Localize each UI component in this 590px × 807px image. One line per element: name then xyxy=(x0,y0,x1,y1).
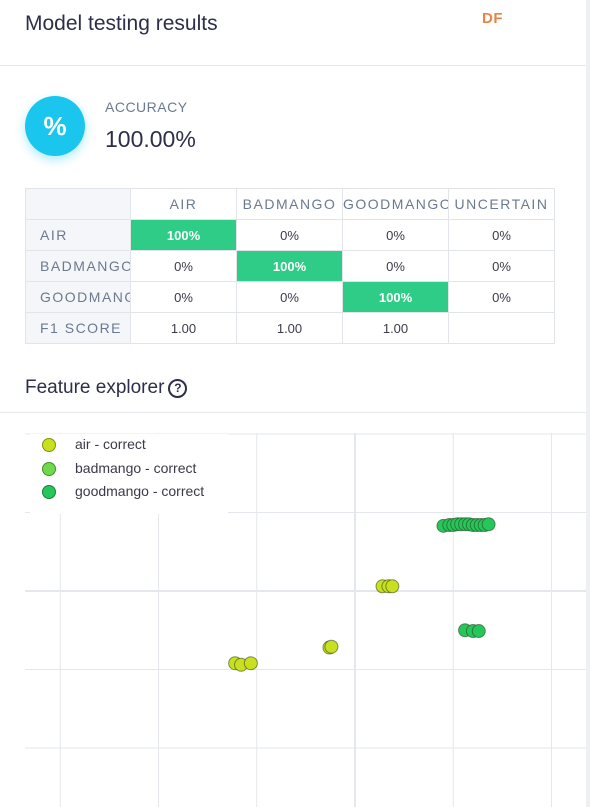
legend-dot xyxy=(42,461,56,476)
column-header: AIR xyxy=(130,188,237,220)
feature-explorer-plot[interactable] xyxy=(0,413,586,807)
legend-dot xyxy=(42,485,56,499)
confusion-matrix: AIR BADMANGO GOODMANGO UNCERTAIN AIR 100… xyxy=(25,188,555,344)
divider xyxy=(0,412,586,413)
table-row: BADMANGO 0% 100% 0% 0% xyxy=(25,250,555,282)
matrix-cell: 0% xyxy=(342,219,449,251)
scrollbar[interactable] xyxy=(586,0,590,807)
accuracy-value: 100.00% xyxy=(105,126,196,152)
matrix-cell: 0% xyxy=(236,281,343,313)
column-header: BADMANGO xyxy=(236,188,343,220)
matrix-cell: 100% xyxy=(130,219,237,251)
legend-item[interactable]: badmango - correct xyxy=(30,458,228,482)
percent-glyph: % xyxy=(43,111,67,141)
row-header: GOODMANGO xyxy=(25,281,131,313)
matrix-cell: 0% xyxy=(130,281,237,313)
matrix-cell: 0% xyxy=(342,250,449,282)
legend-label: badmango - correct xyxy=(75,459,197,476)
scatter-point[interactable] xyxy=(481,517,496,532)
table-row: GOODMANGO 0% 0% 100% 0% xyxy=(25,281,555,313)
column-header: UNCERTAIN xyxy=(448,188,555,220)
matrix-cell: 100% xyxy=(236,250,343,282)
row-header: F1 SCORE xyxy=(25,312,131,344)
legend-item[interactable]: goodmango - correct xyxy=(30,481,228,505)
scatter-point[interactable] xyxy=(324,639,339,654)
matrix-cell: 0% xyxy=(448,250,555,282)
matrix-corner-cell xyxy=(25,188,131,220)
matrix-cell xyxy=(448,312,555,344)
scatter-point[interactable] xyxy=(243,656,258,671)
table-row: F1 SCORE 1.00 1.00 1.00 xyxy=(25,312,555,344)
legend-label: goodmango - correct xyxy=(75,483,205,499)
matrix-cell: 1.00 xyxy=(130,312,237,344)
accuracy-label: ACCURACY xyxy=(105,99,188,115)
page-title: Model testing results xyxy=(25,12,218,35)
page-header: Model testing results DF xyxy=(0,0,586,66)
matrix-cell: 1.00 xyxy=(342,312,449,344)
feature-explorer-title-text: Feature explorer xyxy=(25,377,165,398)
plot-legend: air - correct badmango - correct goodman… xyxy=(30,434,228,514)
column-header: GOODMANGO xyxy=(342,188,449,220)
matrix-cell: 100% xyxy=(342,281,449,313)
df-badge[interactable]: DF xyxy=(482,10,503,27)
row-header: BADMANGO xyxy=(25,250,131,282)
matrix-cell: 0% xyxy=(236,219,343,251)
matrix-cell: 1.00 xyxy=(236,312,343,344)
table-row: AIR 100% 0% 0% 0% xyxy=(25,219,555,251)
row-header: AIR xyxy=(25,219,131,251)
legend-dot xyxy=(42,438,56,452)
legend-label: air - correct xyxy=(75,436,146,452)
legend-item[interactable]: air - correct xyxy=(30,434,228,458)
confusion-matrix-header-row: AIR BADMANGO GOODMANGO UNCERTAIN xyxy=(25,188,555,220)
matrix-cell: 0% xyxy=(448,281,555,313)
matrix-cell: 0% xyxy=(130,250,237,282)
scatter-point[interactable] xyxy=(471,624,486,639)
matrix-cell: 0% xyxy=(448,219,555,251)
scatter-point[interactable] xyxy=(385,579,400,594)
help-circle-icon[interactable]: ? xyxy=(168,379,188,398)
percent-icon: % xyxy=(25,96,85,156)
feature-explorer-title: Feature explorer? xyxy=(25,377,188,399)
